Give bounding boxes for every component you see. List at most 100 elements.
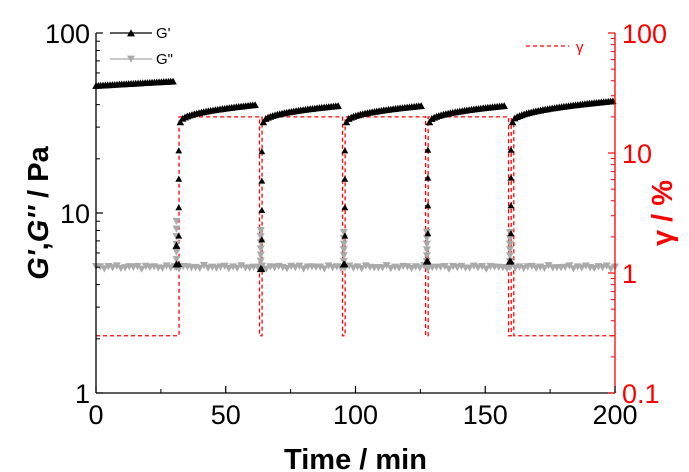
x-tick-label: 50 <box>211 400 241 430</box>
g-prime-point <box>176 118 185 126</box>
g-double-prime-point <box>602 262 611 270</box>
g-double-prime-point <box>339 246 348 254</box>
g-double-prime-point <box>220 262 229 270</box>
g-prime-point <box>500 102 508 110</box>
g-double-prime-point <box>256 251 265 259</box>
g-double-prime-point <box>339 229 348 237</box>
g-double-prime-point <box>407 265 416 273</box>
g-prime-point <box>172 241 181 249</box>
x-tick-label: 0 <box>88 400 103 430</box>
y-right-axis-title: γ / % <box>647 180 679 246</box>
x-axis-title: Time / min <box>284 444 427 472</box>
y-left-axis-title-part: G'' <box>23 205 55 242</box>
g-double-prime-point <box>299 265 308 273</box>
g-double-prime-point <box>505 234 514 243</box>
plot-area <box>92 77 619 337</box>
g-double-prime-point <box>195 264 204 273</box>
g-prime-point <box>258 236 266 243</box>
g-prime-point <box>258 148 266 155</box>
g-double-prime-point <box>172 225 181 233</box>
g-prime-point <box>424 174 432 181</box>
g-double-prime-point <box>339 240 348 248</box>
g-prime-point <box>334 102 342 110</box>
g-double-prime-point <box>590 264 599 273</box>
g-prime-point <box>341 204 349 211</box>
g-double-prime-point <box>422 252 431 260</box>
y-right-tick-label: 0.1 <box>622 379 660 409</box>
g-double-prime-point <box>382 262 391 270</box>
g-double-prime-point <box>224 265 233 273</box>
axes <box>95 32 616 394</box>
g-double-prime-point <box>172 256 181 264</box>
g-double-prime-point <box>378 264 387 272</box>
g-prime-point <box>341 232 349 239</box>
g-double-prime-point <box>465 264 474 272</box>
g-double-prime-point <box>256 257 265 265</box>
g-prime-point <box>342 118 351 126</box>
g-double-prime-point <box>505 246 514 254</box>
g-prime-point <box>256 264 265 273</box>
g-double-prime-point <box>577 264 586 272</box>
y-left-tick-label: 100 <box>45 19 90 49</box>
g-double-prime-point <box>256 227 265 235</box>
g-double-prime-point <box>395 264 404 272</box>
y-left-tick-label: 10 <box>60 199 90 229</box>
legend-g-prime-marker <box>127 29 135 37</box>
g-prime-point <box>424 202 432 209</box>
g-prime-point <box>341 147 349 154</box>
g-prime-point <box>339 260 348 268</box>
g-prime-point <box>505 257 514 265</box>
g-double-prime-point <box>519 264 528 273</box>
g-prime-point <box>175 232 183 239</box>
g-double-prime-point <box>316 263 325 271</box>
g-prime-point <box>507 230 515 237</box>
g-double-prime-point <box>440 262 449 271</box>
g-double-prime-point <box>569 265 578 273</box>
g-double-prime-point <box>162 262 171 270</box>
gamma-strain-line <box>96 116 615 337</box>
g-prime-point <box>508 118 517 126</box>
g-double-prime-point <box>199 262 208 270</box>
g-prime-point <box>169 77 177 85</box>
y-left-axis-title-part: , <box>23 242 55 250</box>
g-double-prime-point <box>565 262 574 270</box>
g-double-prime-point <box>108 264 117 272</box>
y-left-axis-title-part: / Pa <box>23 145 55 206</box>
g-double-prime-point <box>100 265 109 273</box>
y-left-axis-title-part: G' <box>23 249 55 280</box>
g-double-prime-point <box>256 233 265 241</box>
g-double-prime-point <box>598 264 607 272</box>
g-double-prime-point <box>357 265 366 273</box>
g-prime-point <box>417 102 425 110</box>
g-prime-point <box>425 118 434 126</box>
g-double-prime-point <box>527 262 536 271</box>
y-right-tick-label: 100 <box>622 19 667 49</box>
legend-g-double-prime-marker <box>127 55 135 63</box>
g-prime-point <box>424 230 432 237</box>
y-left-axis-title: G',G'' / Pa <box>23 145 55 279</box>
axis-labels: 0 50 100 150 200 1 10 100 0.1 1 10 100 Time / min G',… <box>23 19 679 472</box>
g-prime-point <box>507 146 515 153</box>
x-tick-label: 100 <box>333 400 378 430</box>
g-double-prime-point <box>320 265 329 273</box>
y-right-tick-label: 1 <box>622 259 637 289</box>
g-prime-point <box>258 177 266 184</box>
g-prime-point <box>172 260 181 268</box>
g-double-prime-point <box>544 262 553 270</box>
g-double-prime-point <box>158 264 167 272</box>
g-prime-point <box>259 118 268 126</box>
g-double-prime-point <box>233 264 242 272</box>
g-double-prime-point <box>422 240 431 248</box>
g-double-prime-point <box>133 263 142 271</box>
g-double-prime-point <box>422 263 431 271</box>
g-double-prime-point <box>505 263 514 271</box>
x-tick-label: 200 <box>592 400 637 430</box>
g-double-prime-point <box>96 263 105 271</box>
legend-g-double-prime-label: G" <box>156 51 173 68</box>
g-double-prime-point <box>540 264 549 273</box>
legend-g-prime-label: G' <box>156 25 171 42</box>
y-right-tick-label: 10 <box>622 139 652 169</box>
g-double-prime-point <box>606 265 615 273</box>
g-double-prime-point <box>172 248 181 256</box>
g-prime-point <box>175 147 183 154</box>
